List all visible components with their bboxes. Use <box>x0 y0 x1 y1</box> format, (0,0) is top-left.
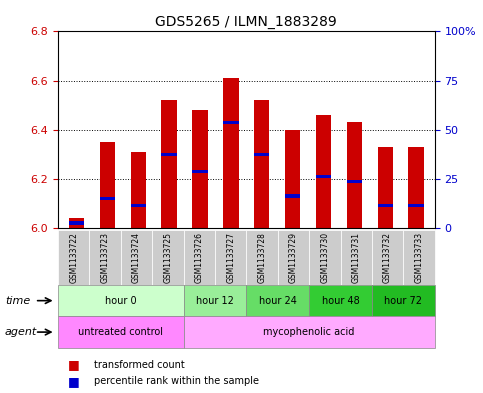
Text: ■: ■ <box>68 375 79 388</box>
Bar <box>347 122 362 228</box>
Text: agent: agent <box>5 327 37 337</box>
Text: GSM1133722: GSM1133722 <box>69 232 78 283</box>
Text: hour 72: hour 72 <box>384 296 422 306</box>
Text: hour 12: hour 12 <box>196 296 234 306</box>
Bar <box>99 197 115 200</box>
Bar <box>316 115 331 228</box>
Bar <box>347 180 362 183</box>
Text: time: time <box>5 296 30 306</box>
Text: GSM1133725: GSM1133725 <box>163 232 172 283</box>
Text: GSM1133733: GSM1133733 <box>414 232 424 283</box>
Bar <box>130 204 146 208</box>
Bar <box>69 218 84 228</box>
Text: GSM1133724: GSM1133724 <box>132 232 141 283</box>
Bar <box>130 152 146 228</box>
Text: mycophenolic acid: mycophenolic acid <box>263 327 355 337</box>
Bar <box>192 110 208 228</box>
Bar <box>254 152 270 156</box>
Text: transformed count: transformed count <box>94 360 185 370</box>
Bar <box>378 204 393 208</box>
Bar <box>409 204 424 208</box>
Title: GDS5265 / ILMN_1883289: GDS5265 / ILMN_1883289 <box>156 15 337 29</box>
Bar <box>69 221 84 225</box>
Text: hour 48: hour 48 <box>322 296 359 306</box>
Bar <box>161 100 177 228</box>
Bar <box>223 121 239 124</box>
Text: GSM1133723: GSM1133723 <box>100 232 110 283</box>
Text: ■: ■ <box>68 358 79 371</box>
Text: hour 0: hour 0 <box>105 296 137 306</box>
Text: GSM1133726: GSM1133726 <box>195 232 204 283</box>
Text: untreated control: untreated control <box>78 327 163 337</box>
Text: GSM1133728: GSM1133728 <box>257 232 267 283</box>
Bar <box>254 100 270 228</box>
Bar <box>285 195 300 198</box>
Bar <box>161 152 177 156</box>
Text: hour 24: hour 24 <box>259 296 297 306</box>
Bar <box>192 170 208 173</box>
Text: percentile rank within the sample: percentile rank within the sample <box>94 376 259 386</box>
Bar <box>378 147 393 228</box>
Text: GSM1133727: GSM1133727 <box>226 232 235 283</box>
Text: GSM1133729: GSM1133729 <box>289 232 298 283</box>
Bar <box>223 78 239 228</box>
Bar <box>316 175 331 178</box>
Text: GSM1133731: GSM1133731 <box>352 232 361 283</box>
Text: GSM1133730: GSM1133730 <box>320 232 329 283</box>
Text: GSM1133732: GSM1133732 <box>383 232 392 283</box>
Bar <box>285 130 300 228</box>
Bar <box>99 142 115 228</box>
Bar <box>409 147 424 228</box>
